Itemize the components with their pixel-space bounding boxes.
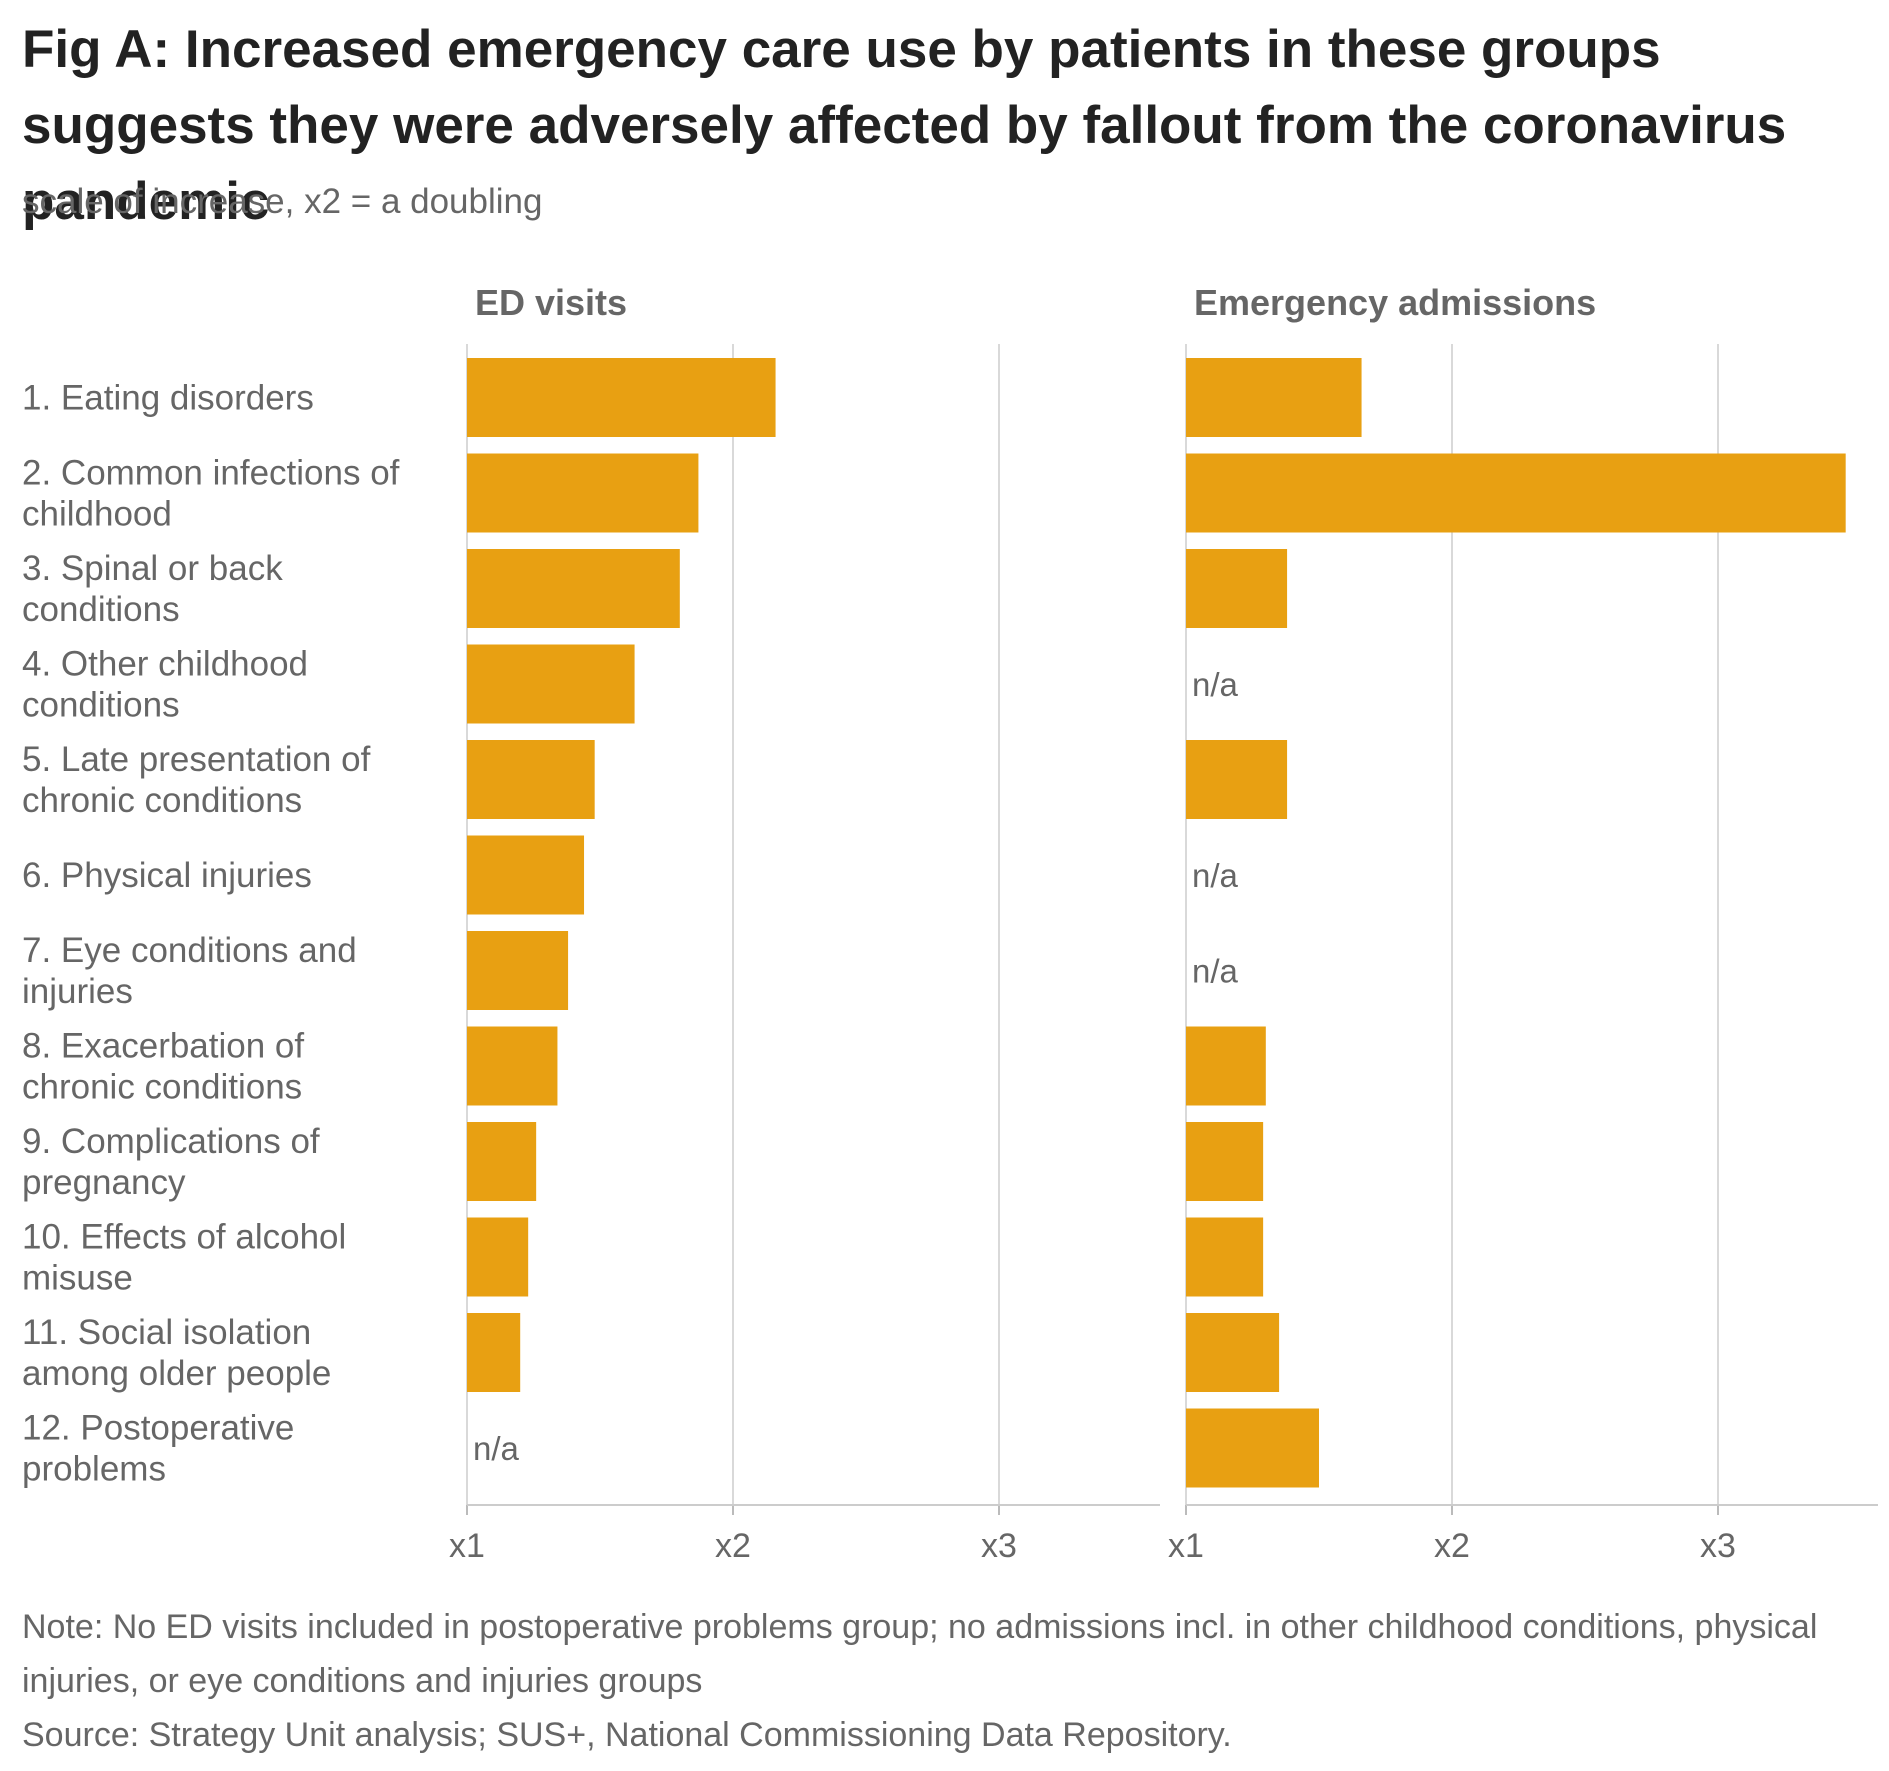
panel-title: Emergency admissions [1194,282,1596,323]
category-label-line: 6. Physical injuries [22,856,312,895]
bar [467,740,595,819]
category-label-line: chronic conditions [22,781,302,820]
chart-canvas: 1. Eating disorders 2. Common infections … [22,282,1878,1565]
category-label: 10. Effects of alcohol misuse [22,1218,346,1298]
category-label-line: conditions [22,590,180,629]
category-label: 8. Exacerbation of chronic conditions [22,1027,304,1107]
category-label: 6. Physical injuries [22,856,312,895]
category-label-line: 8. Exacerbation of [22,1027,304,1066]
category-label-line: 3. Spinal or back [22,549,283,588]
bar [1186,1408,1319,1488]
na-label: n/a [1192,857,1239,894]
category-label-line: pregnancy [22,1163,186,1202]
category-label-line: childhood [22,495,172,534]
bar [1186,549,1288,628]
category-label-line: 9. Complications of [22,1122,320,1161]
panel-title: ED visits [475,282,627,323]
category-label-line: 4. Other childhood [22,645,308,684]
category-label: 2. Common infections of childhood [22,454,400,534]
category-label: 4. Other childhood conditions [22,645,308,725]
na-label: n/a [1192,666,1239,703]
bar [467,1122,537,1201]
tick-label: x1 [449,1527,485,1565]
chart-note: Note: No ED visits included in postopera… [22,1608,1818,1700]
bar [467,1217,529,1297]
category-label-line: 12. Postoperative [22,1409,294,1448]
category-label-line: 1. Eating disorders [22,379,314,418]
category-label: 11. Social isolation among older people [22,1313,331,1393]
chart-source: Source: Strategy Unit analysis; SUS+, Na… [22,1716,1232,1754]
category-label-line: misuse [22,1259,133,1298]
category-label: 3. Spinal or back conditions [22,549,283,629]
bar [1186,453,1846,533]
tick-label: x3 [1700,1527,1736,1565]
bar [467,1026,558,1106]
category-label-line: 7. Eye conditions and [22,931,357,970]
category-label-line: 2. Common infections of [22,454,400,493]
bar [467,1313,521,1392]
category-label-line: injuries [22,972,133,1011]
bar [1186,1122,1264,1201]
bar [1186,740,1288,819]
bar [1186,1217,1264,1297]
bar [467,644,635,724]
bar [1186,1313,1280,1392]
category-label-line: among older people [22,1354,331,1393]
category-label: 7. Eye conditions and injuries [22,931,357,1011]
bar [467,835,585,915]
bar [1186,1026,1266,1106]
bar [467,549,680,628]
category-label: 12. Postoperative problems [22,1409,294,1489]
category-label-line: conditions [22,686,180,725]
bar [467,453,699,533]
category-label-line: 11. Social isolation [22,1313,311,1352]
tick-label: x1 [1168,1527,1204,1565]
bar [1186,358,1362,437]
category-label: 9. Complications of pregnancy [22,1122,320,1202]
category-label: 5. Late presentation of chronic condition… [22,740,371,820]
category-label-line: 10. Effects of alcohol [22,1218,346,1257]
na-label: n/a [473,1430,520,1467]
tick-label: x3 [981,1527,1017,1565]
bar [467,358,776,437]
category-label-line: chronic conditions [22,1068,302,1107]
chart-title: Fig A: Increased emergency care use by p… [22,20,1787,231]
na-label: n/a [1192,953,1239,990]
tick-label: x2 [715,1527,751,1565]
category-label-line: problems [22,1450,166,1489]
chart-subtitle: scale of increase, x2 = a doubling [22,182,543,221]
category-label: 1. Eating disorders [22,379,314,418]
category-label-line: 5. Late presentation of [22,740,371,779]
tick-label: x2 [1434,1527,1470,1565]
bar [467,931,569,1010]
